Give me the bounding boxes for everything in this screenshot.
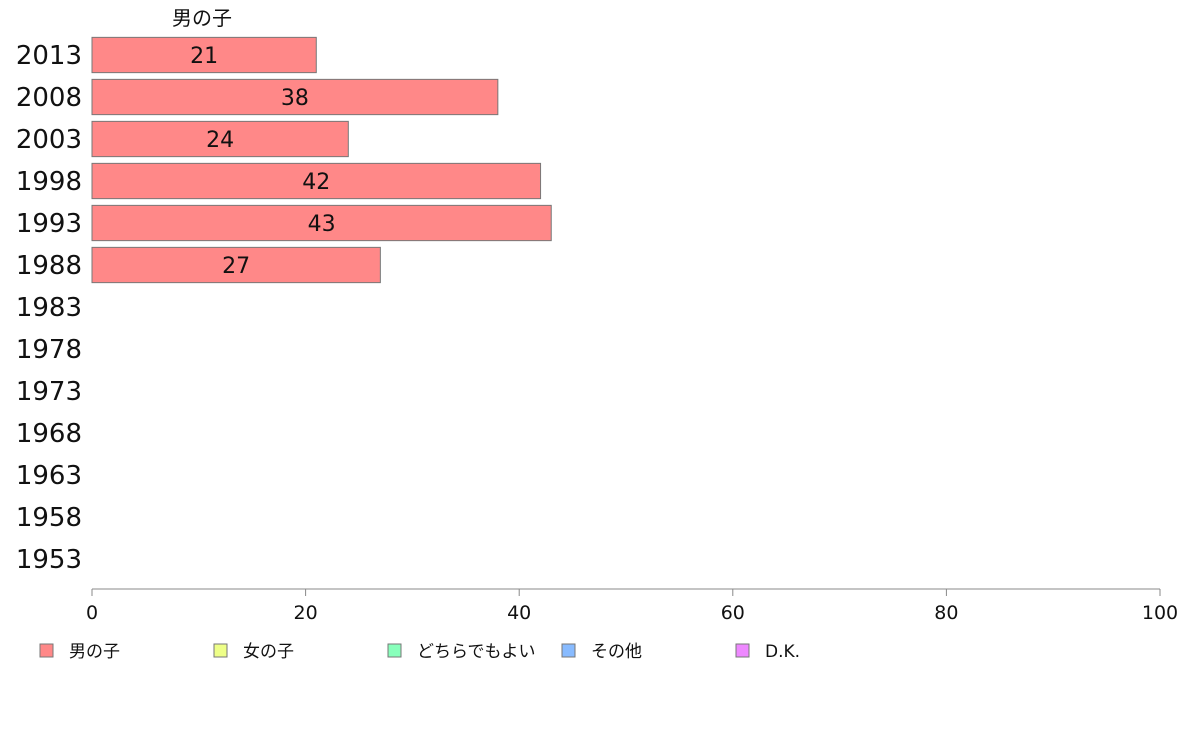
- legend: 男の子 女の子 どちらでもよい その他 D.K.: [39, 642, 800, 662]
- bar-value-label: 27: [222, 254, 250, 279]
- legend-swatch: [39, 643, 54, 658]
- bar-value-label: 43: [308, 212, 336, 237]
- year-label: 1958: [16, 503, 82, 533]
- x-tick-label: 40: [507, 602, 531, 624]
- legend-item-label: 男の子: [69, 642, 120, 662]
- legend-item-label: どちらでもよい: [417, 642, 536, 662]
- year-label: 1953: [16, 545, 82, 575]
- bar-value-label: 21: [190, 44, 218, 69]
- legend-swatch: [735, 643, 750, 658]
- column-title: 男の子: [172, 6, 232, 30]
- legend-item-label: D.K.: [765, 642, 800, 662]
- bar: [91, 36, 317, 74]
- year-label: 1963: [16, 461, 82, 491]
- year-label: 1998: [16, 167, 82, 197]
- bar-value-label: 24: [206, 128, 234, 153]
- bar: [91, 162, 542, 200]
- legend-swatch: [387, 643, 402, 658]
- bar-value-label: 42: [302, 170, 330, 195]
- bar: [91, 78, 499, 116]
- bars-group: 21 38 24 42 43 27: [91, 36, 552, 284]
- bar: [91, 204, 552, 242]
- bar: [91, 120, 349, 158]
- year-label: 1968: [16, 419, 82, 449]
- legend-item-label: その他: [591, 642, 642, 662]
- legend-item-label: 女の子: [243, 642, 294, 662]
- x-tick-label: 100: [1142, 602, 1178, 624]
- legend-swatch: [213, 643, 228, 658]
- year-label: 1993: [16, 209, 82, 239]
- x-tick-label: 60: [721, 602, 745, 624]
- year-label: 1983: [16, 293, 82, 323]
- year-label: 1973: [16, 377, 82, 407]
- bar: [91, 246, 381, 284]
- year-label: 2008: [16, 83, 82, 113]
- year-label: 2003: [16, 125, 82, 155]
- year-label: 1978: [16, 335, 82, 365]
- x-tick-label: 20: [294, 602, 318, 624]
- x-axis: 0 20 40 60 80 100: [86, 588, 1178, 624]
- year-label: 2013: [16, 41, 82, 71]
- x-tick-label: 80: [934, 602, 958, 624]
- bar-value-label: 38: [281, 86, 309, 111]
- legend-swatch: [561, 643, 576, 658]
- year-label: 1988: [16, 251, 82, 281]
- x-tick-label: 0: [86, 602, 98, 624]
- year-labels-group: 2013 2008 2003 1998 1993 1988 1983 1978 1973 1968…: [16, 41, 82, 575]
